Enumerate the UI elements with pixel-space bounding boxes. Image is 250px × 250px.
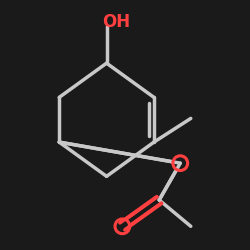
Text: OH: OH xyxy=(102,13,130,31)
